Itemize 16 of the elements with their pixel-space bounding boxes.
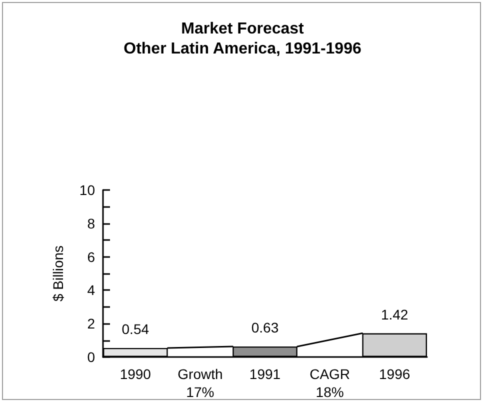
y-tick-label: 2	[87, 316, 96, 332]
y-tick-label: 8	[87, 215, 96, 232]
data-label: 0.63	[251, 319, 279, 336]
x-tick-label: Growth 17%	[178, 366, 223, 400]
x-tick-label: 1991	[249, 366, 281, 382]
x-tick-label: CAGR 18%	[310, 366, 350, 400]
y-tick-label: 10	[79, 182, 96, 198]
x-tick-label: 1996	[379, 366, 410, 382]
y-axis-title: $ Billions	[50, 245, 66, 302]
x-tick-label: 1990	[120, 366, 152, 382]
y-tick-label: 6	[87, 248, 96, 265]
data-label: 1.42	[380, 306, 408, 322]
y-tick-label: 0	[87, 349, 96, 365]
data-label: 0.54	[122, 320, 150, 337]
chart-title: Market Forecast Other Latin America, 1991-1996	[124, 20, 362, 58]
y-tick-label: 4	[87, 282, 96, 298]
